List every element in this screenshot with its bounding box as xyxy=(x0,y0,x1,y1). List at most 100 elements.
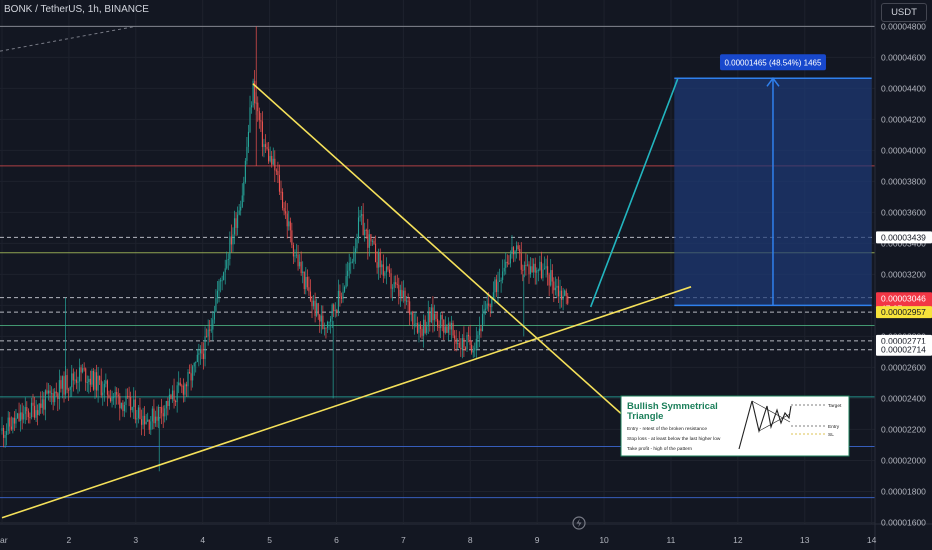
candle-body xyxy=(379,251,381,268)
diagram-label: SL xyxy=(828,432,834,438)
candle-body xyxy=(139,407,141,420)
trendlines[interactable] xyxy=(0,25,692,519)
candle-body xyxy=(51,393,53,395)
annotation-line: Take profit - high of the pattern xyxy=(627,446,692,452)
x-tick-label: 7 xyxy=(401,535,406,545)
candle-body xyxy=(429,312,431,323)
candle-body xyxy=(419,324,422,329)
candle-body xyxy=(311,300,313,307)
candle-body xyxy=(199,348,201,354)
candle-body xyxy=(266,147,268,149)
candle-body xyxy=(289,221,291,231)
candle-body xyxy=(162,413,164,417)
candle-body xyxy=(540,261,542,279)
candle-body xyxy=(430,307,432,323)
candle-body xyxy=(460,347,462,350)
candle-body xyxy=(156,416,158,421)
candle-body xyxy=(261,121,263,147)
candle-body xyxy=(241,195,243,207)
candle-body xyxy=(213,311,215,320)
candle-body xyxy=(58,380,60,399)
y-tick-label: 0.00004000 xyxy=(881,145,926,155)
candle-body xyxy=(475,338,477,349)
price-label-bg xyxy=(876,231,932,244)
candle-body xyxy=(385,266,387,273)
candle-body xyxy=(63,376,65,395)
candle-body xyxy=(339,290,341,297)
candle-body xyxy=(111,397,113,402)
candle-body xyxy=(330,318,332,322)
price-label-bg xyxy=(876,343,932,356)
candle-body xyxy=(173,390,175,402)
x-axis[interactable]: ar 2 3 4 5 6 7 8 9 10 11 12 13 14 xyxy=(0,535,877,545)
candle-body xyxy=(447,323,449,333)
candle-body xyxy=(525,265,527,267)
candle-body xyxy=(317,303,319,315)
trendline-dashed-upper[interactable] xyxy=(0,25,136,52)
candle-body xyxy=(412,311,414,325)
candle-body xyxy=(285,211,287,214)
candle-body xyxy=(288,221,290,227)
candle-body xyxy=(102,392,104,396)
candle-body xyxy=(136,418,138,420)
candle-body xyxy=(342,291,344,299)
candle-body xyxy=(526,264,529,266)
candle-body xyxy=(382,264,384,276)
candle-body xyxy=(85,368,87,383)
trendline-descending-resistance[interactable] xyxy=(252,83,652,441)
candle-body xyxy=(280,191,282,193)
candle-body xyxy=(370,234,372,242)
y-tick-label: 0.00002000 xyxy=(881,455,926,465)
candle-body xyxy=(232,234,234,245)
candle-body xyxy=(134,399,136,420)
candle-body xyxy=(514,250,516,255)
candle-body xyxy=(438,326,440,329)
candle-body xyxy=(99,375,101,381)
candle-body xyxy=(480,328,482,332)
candle-body xyxy=(433,313,436,321)
y-axis[interactable]: 0.00001600 0.00001800 0.00002000 0.00002200… xyxy=(881,21,926,527)
candle-body xyxy=(553,281,555,291)
candle-body xyxy=(193,363,195,367)
candle-body xyxy=(46,390,48,394)
candle-body xyxy=(316,303,318,316)
measure-label: 0.00001465 (48.54%) 1465 xyxy=(724,58,822,67)
candle-body xyxy=(399,289,401,297)
candle-body xyxy=(68,389,70,391)
candle-body xyxy=(268,148,270,162)
price-label: 0.00002957 xyxy=(881,307,926,317)
candle-body xyxy=(235,218,237,228)
x-tick-label: 12 xyxy=(733,535,743,545)
candle-body xyxy=(398,284,400,297)
candle-body xyxy=(530,266,532,275)
currency-button[interactable]: USDT xyxy=(881,3,927,22)
candle-body xyxy=(443,319,445,333)
candle-body xyxy=(516,245,518,251)
candle-body xyxy=(153,408,155,424)
candle-body xyxy=(233,218,236,235)
candle-body xyxy=(9,417,11,427)
candle-body xyxy=(116,392,118,395)
candle-body xyxy=(86,382,88,384)
candle-body xyxy=(393,282,395,288)
candle-body xyxy=(263,144,265,147)
trendline-projection[interactable] xyxy=(589,78,679,308)
candle-body xyxy=(509,254,511,264)
candle-body xyxy=(468,334,470,337)
x-tick-label: 6 xyxy=(334,535,339,545)
candle-body xyxy=(506,261,508,264)
candle-body xyxy=(378,251,380,268)
candle-body xyxy=(305,276,307,290)
candle-body xyxy=(463,338,465,348)
candle-body xyxy=(18,413,20,421)
candle-body xyxy=(3,427,5,438)
candle-body xyxy=(302,271,304,274)
candle-body xyxy=(542,269,544,279)
candle-body xyxy=(243,182,245,196)
snapshot-icon[interactable] xyxy=(572,516,586,530)
trendline-ascending-support[interactable] xyxy=(1,286,692,519)
candle-body xyxy=(7,417,9,431)
candle-body xyxy=(257,102,259,112)
candle-body xyxy=(125,396,127,405)
